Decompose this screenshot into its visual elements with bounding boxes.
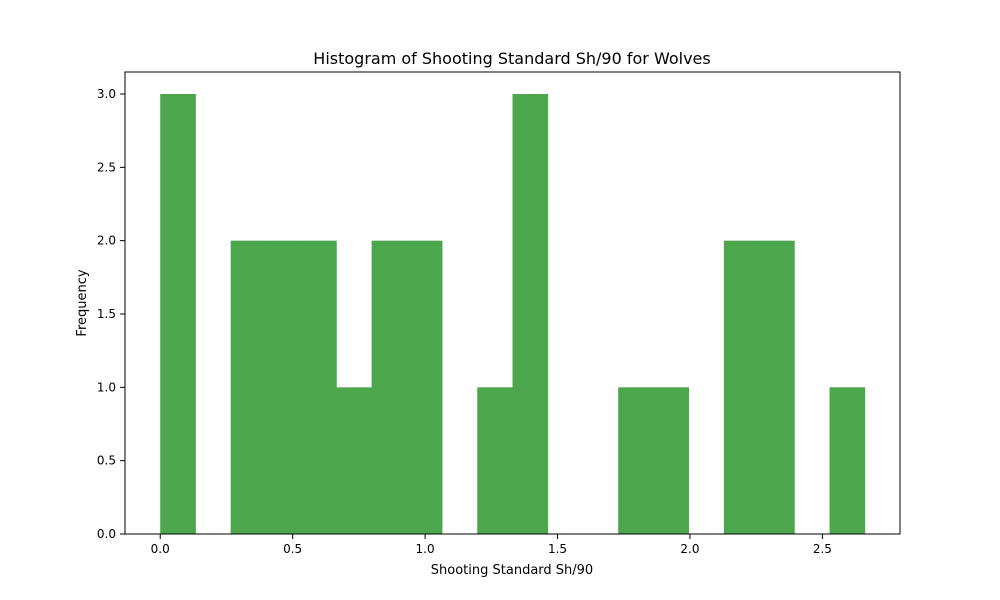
x-tick-label: 0.0 [151,542,170,556]
y-tick-label: 1.5 [97,307,116,321]
y-tick-label: 2.0 [97,234,116,248]
histogram-bar [618,387,654,534]
x-axis: 0.0 0.5 1.0 1.5 2.0 2.5 [151,534,832,556]
histogram-bar [829,387,866,534]
histogram-bar [301,240,337,534]
bars-group [160,94,866,534]
histogram-bar [230,240,267,534]
x-tick-label: 1.0 [416,542,435,556]
y-tick-label: 0.0 [97,527,116,541]
x-tick-label: 2.5 [813,542,832,556]
y-tick-label: 3.0 [97,87,116,101]
y-tick-label: 0.5 [97,454,116,468]
x-axis-title: Shooting Standard Sh/90 [431,563,593,578]
chart-title: Histogram of Shooting Standard Sh/90 for… [313,49,710,68]
histogram-bar [265,240,302,534]
histogram-bar [723,240,760,534]
histogram-bar [512,94,549,534]
y-tick-label: 1.0 [97,380,116,394]
histogram-bar [406,240,443,534]
histogram-bar [336,387,372,534]
histogram-bar [371,240,408,534]
x-tick-label: 1.5 [548,542,567,556]
y-axis-title: Frequency [75,269,90,336]
y-axis: 0.0 0.5 1.0 1.5 2.0 2.5 3.0 [97,87,125,541]
histogram-bar [653,387,690,534]
histogram-bar [759,240,795,534]
plot-frame [124,71,901,535]
histogram-bar [477,387,513,534]
x-tick-label: 2.0 [680,542,699,556]
x-tick-label: 0.5 [283,542,302,556]
y-tick-label: 2.5 [97,160,116,174]
histogram-bar [160,94,196,534]
